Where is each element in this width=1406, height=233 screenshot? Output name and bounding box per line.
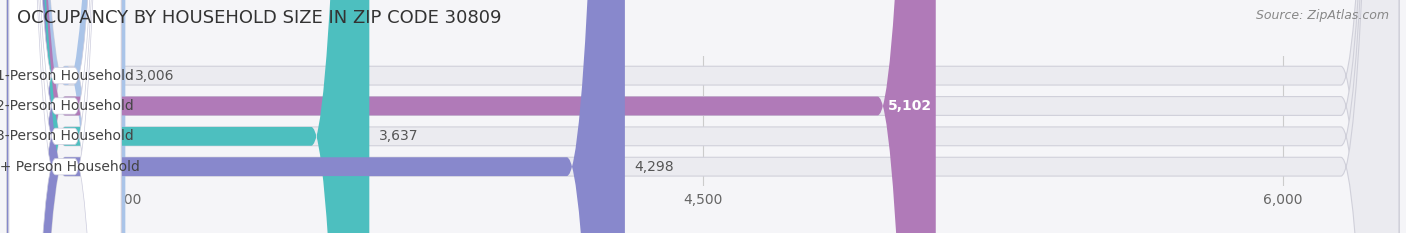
FancyBboxPatch shape bbox=[7, 0, 370, 233]
FancyBboxPatch shape bbox=[8, 0, 121, 233]
Text: 5,102: 5,102 bbox=[887, 99, 932, 113]
FancyBboxPatch shape bbox=[7, 0, 1399, 233]
Text: 3,006: 3,006 bbox=[135, 69, 174, 83]
Text: 3-Person Household: 3-Person Household bbox=[0, 129, 134, 143]
FancyBboxPatch shape bbox=[7, 0, 624, 233]
Text: Source: ZipAtlas.com: Source: ZipAtlas.com bbox=[1256, 9, 1389, 22]
FancyBboxPatch shape bbox=[7, 0, 1399, 233]
Text: 1-Person Household: 1-Person Household bbox=[0, 69, 134, 83]
FancyBboxPatch shape bbox=[7, 0, 936, 233]
FancyBboxPatch shape bbox=[7, 0, 1399, 233]
FancyBboxPatch shape bbox=[8, 0, 121, 233]
FancyBboxPatch shape bbox=[8, 0, 121, 233]
Text: 3,637: 3,637 bbox=[380, 129, 419, 143]
FancyBboxPatch shape bbox=[7, 0, 125, 233]
Text: OCCUPANCY BY HOUSEHOLD SIZE IN ZIP CODE 30809: OCCUPANCY BY HOUSEHOLD SIZE IN ZIP CODE … bbox=[17, 9, 502, 27]
Text: 4,298: 4,298 bbox=[634, 160, 675, 174]
FancyBboxPatch shape bbox=[8, 0, 121, 233]
FancyBboxPatch shape bbox=[7, 0, 1399, 233]
Text: 2-Person Household: 2-Person Household bbox=[0, 99, 134, 113]
Text: 4+ Person Household: 4+ Person Household bbox=[0, 160, 139, 174]
